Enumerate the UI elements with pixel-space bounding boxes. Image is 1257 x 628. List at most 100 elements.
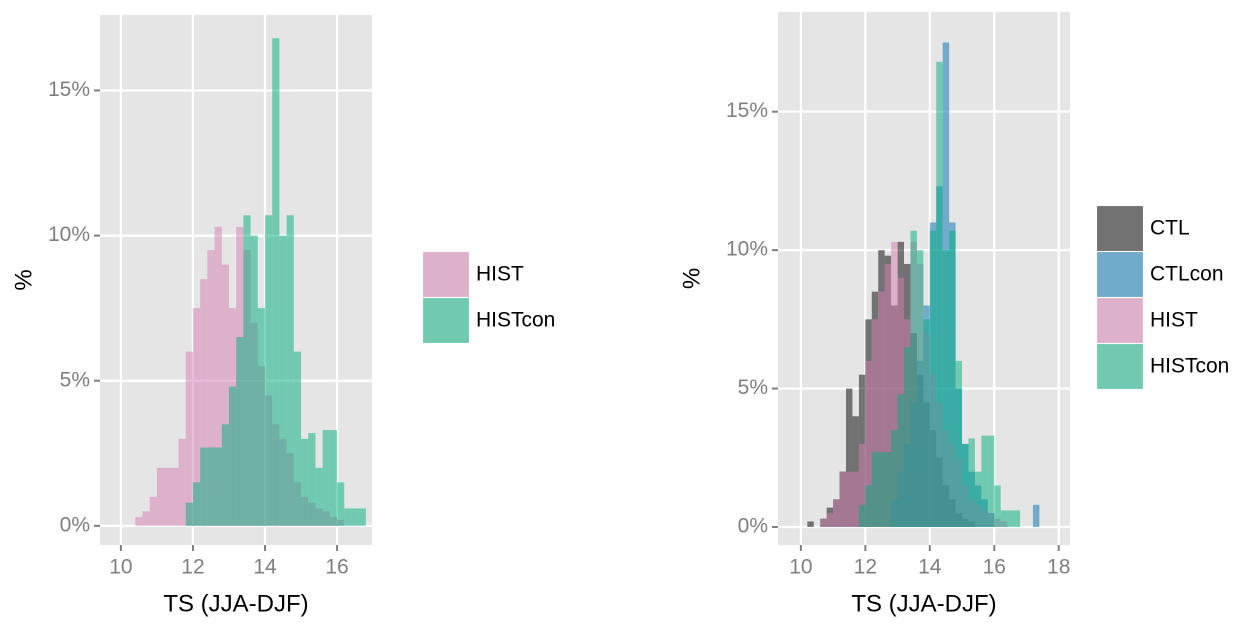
histogram-bar bbox=[171, 467, 179, 526]
histogram-bar bbox=[942, 250, 950, 528]
x-tick-label: 14 bbox=[918, 556, 942, 579]
x-tick-label: 16 bbox=[325, 556, 348, 579]
y-tick-label: 0% bbox=[738, 515, 768, 538]
legend-swatch bbox=[1097, 206, 1143, 251]
x-tick-label: 10 bbox=[789, 556, 812, 579]
histogram-bar bbox=[221, 424, 229, 526]
histogram-bar bbox=[904, 347, 911, 528]
histogram-bar bbox=[846, 471, 853, 528]
histogram-bar bbox=[916, 250, 924, 528]
x-axis-title: TS (JJA-DJF) bbox=[163, 590, 308, 617]
histogram-bar bbox=[192, 308, 201, 526]
histogram-bar bbox=[865, 360, 872, 528]
histogram-bar bbox=[884, 452, 892, 528]
histogram-bar bbox=[1013, 510, 1021, 528]
y-tick-label: 5% bbox=[738, 376, 768, 399]
histogram-bar bbox=[833, 499, 840, 528]
histogram-bar bbox=[308, 432, 316, 526]
histogram-bar bbox=[852, 471, 859, 528]
y-tick-label: 10% bbox=[726, 238, 768, 261]
histogram-bar bbox=[1000, 510, 1008, 528]
histogram-bar bbox=[949, 230, 956, 528]
x-tick-label: 10 bbox=[109, 556, 132, 579]
histogram-bar bbox=[286, 215, 294, 526]
histogram-bar bbox=[243, 215, 251, 526]
histogram-bar bbox=[974, 471, 982, 528]
histogram-bar bbox=[891, 241, 898, 528]
histogram-bar bbox=[265, 215, 273, 526]
histogram-bar bbox=[871, 452, 879, 528]
histogram-bar bbox=[878, 452, 885, 528]
y-axis-title: % bbox=[10, 269, 37, 290]
histogram-bar bbox=[344, 508, 352, 526]
panel bbox=[778, 12, 1070, 545]
histogram-bar bbox=[929, 230, 937, 528]
x-tick-label: 18 bbox=[1047, 556, 1070, 579]
histogram-bar bbox=[807, 521, 814, 528]
histogram-bar bbox=[351, 508, 359, 526]
histogram-bar bbox=[149, 496, 157, 526]
histogram-bar bbox=[358, 508, 366, 526]
histogram-bar bbox=[272, 38, 280, 526]
histogram-bar bbox=[185, 351, 193, 526]
histogram-bar bbox=[962, 443, 969, 528]
histogram-bar bbox=[135, 517, 143, 526]
histogram-bar bbox=[178, 438, 186, 526]
histogram-bar bbox=[214, 226, 222, 526]
histogram-bar bbox=[257, 308, 266, 526]
histogram-bar bbox=[337, 482, 345, 526]
histogram-bar bbox=[858, 443, 866, 528]
legend-swatch bbox=[1097, 344, 1143, 389]
histogram-bar bbox=[200, 279, 208, 526]
histogram-bar bbox=[826, 513, 834, 528]
histogram-bar bbox=[968, 438, 975, 528]
legend-label: HIST bbox=[476, 263, 524, 286]
histogram-bar bbox=[839, 471, 847, 528]
legend-swatch bbox=[1097, 298, 1143, 343]
legend-swatch bbox=[423, 252, 469, 297]
histogram-bar bbox=[200, 447, 208, 526]
histogram-bar bbox=[955, 360, 963, 528]
histogram-bar bbox=[891, 430, 898, 528]
y-tick-label: 10% bbox=[48, 223, 90, 246]
histogram-bar bbox=[293, 351, 302, 526]
histogram-bar bbox=[279, 235, 287, 526]
y-tick-label: 5% bbox=[60, 368, 90, 391]
histogram-bar bbox=[865, 485, 872, 528]
x-axis-title: TS (JJA-DJF) bbox=[851, 590, 996, 617]
legend-label: HISTcon bbox=[476, 309, 555, 332]
legend-swatch bbox=[423, 298, 469, 343]
histogram-bar bbox=[846, 388, 853, 528]
legend-label: CTLcon bbox=[1150, 263, 1224, 286]
legend-label: HIST bbox=[1150, 309, 1198, 332]
histogram-bar bbox=[884, 263, 892, 528]
histogram-bar bbox=[322, 430, 330, 526]
legend-label: CTL bbox=[1150, 217, 1190, 240]
histogram-bar bbox=[207, 250, 215, 526]
histogram-bar bbox=[207, 447, 215, 526]
histogram-bar bbox=[858, 504, 866, 528]
histogram-bar bbox=[192, 482, 201, 526]
histogram-bar bbox=[250, 235, 258, 526]
histogram-bar bbox=[871, 319, 879, 528]
histogram-bar bbox=[878, 291, 885, 528]
histogram-bar bbox=[185, 502, 193, 526]
histogram-bar bbox=[981, 435, 988, 528]
y-tick-label: 15% bbox=[726, 99, 768, 122]
histogram-bar bbox=[910, 230, 917, 528]
panel bbox=[100, 15, 372, 545]
histogram-bar bbox=[301, 438, 309, 526]
histogram-bar bbox=[994, 485, 1001, 528]
x-tick-label: 16 bbox=[983, 556, 1006, 579]
x-tick-label: 12 bbox=[181, 556, 204, 579]
x-tick-label: 14 bbox=[253, 556, 277, 579]
histogram-bar bbox=[236, 337, 244, 526]
x-tick-label: 12 bbox=[854, 556, 877, 579]
histogram-bar bbox=[164, 467, 172, 526]
histogram-bar bbox=[228, 386, 237, 526]
histogram-bar bbox=[221, 264, 229, 526]
histogram-bar bbox=[142, 511, 150, 526]
y-tick-label: 0% bbox=[60, 513, 90, 536]
y-tick-label: 15% bbox=[48, 78, 90, 101]
y-axis-title: % bbox=[678, 268, 705, 289]
